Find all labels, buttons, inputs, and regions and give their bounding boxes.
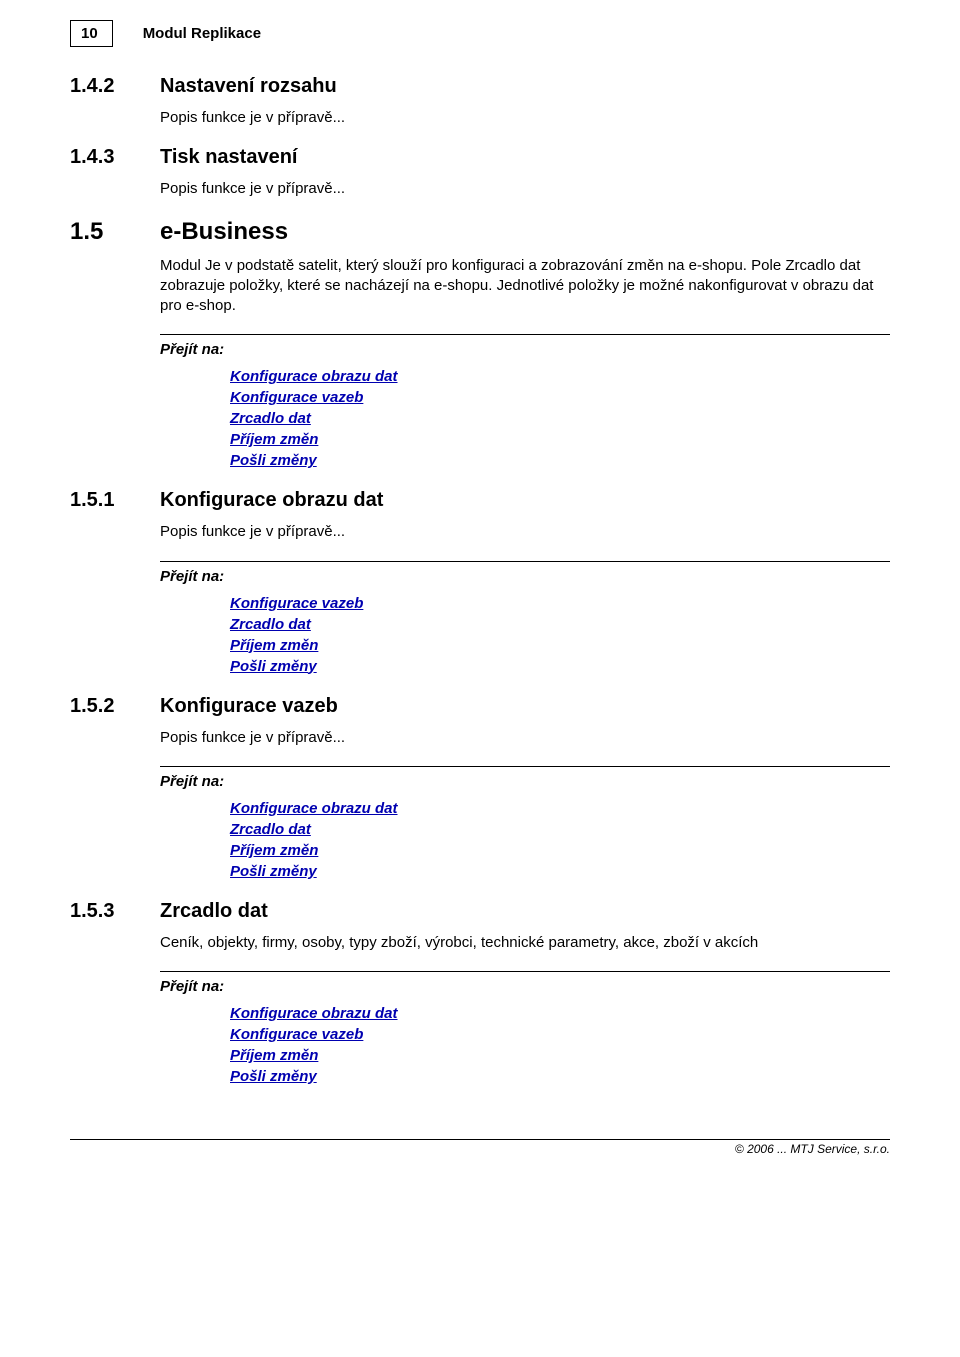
goto-link[interactable]: Konfigurace vazeb <box>230 1024 890 1045</box>
divider <box>160 766 890 767</box>
goto-link[interactable]: Pošli změny <box>230 861 890 882</box>
goto-link[interactable]: Pošli změny <box>230 1066 890 1087</box>
section-heading: 1.5.3Zrcadlo dat <box>70 900 890 923</box>
section-title: Tisk nastavení <box>160 146 297 169</box>
divider <box>160 561 890 562</box>
section-number: 1.5.3 <box>70 900 160 923</box>
goto-link[interactable]: Příjem změn <box>230 429 890 450</box>
page-header: 10 Modul Replikace <box>70 20 890 47</box>
goto-link[interactable]: Konfigurace vazeb <box>230 387 890 408</box>
divider <box>160 334 890 335</box>
divider <box>160 971 890 972</box>
section-body: Popis funkce je v přípravě... <box>160 522 890 542</box>
section-number: 1.5.2 <box>70 695 160 718</box>
goto-link[interactable]: Konfigurace obrazu dat <box>230 798 890 819</box>
section-title: e-Business <box>160 218 288 246</box>
goto-link[interactable]: Zrcadlo dat <box>230 614 890 635</box>
goto-link[interactable]: Konfigurace vazeb <box>230 593 890 614</box>
section-title: Konfigurace vazeb <box>160 695 338 718</box>
goto-label: Přejít na: <box>160 978 890 995</box>
goto-link[interactable]: Pošli změny <box>230 656 890 677</box>
page-number: 10 <box>70 20 113 47</box>
section-heading: 1.5.1Konfigurace obrazu dat <box>70 489 890 512</box>
goto-link[interactable]: Příjem změn <box>230 1045 890 1066</box>
section-body: Popis funkce je v přípravě... <box>160 108 890 128</box>
goto-link-list: Konfigurace obrazu datKonfigurace vazebZ… <box>230 366 890 471</box>
section-title: Nastavení rozsahu <box>160 75 337 98</box>
page-header-title: Modul Replikace <box>143 25 261 42</box>
section-number: 1.4.2 <box>70 75 160 98</box>
goto-link[interactable]: Konfigurace obrazu dat <box>230 366 890 387</box>
goto-link[interactable]: Příjem změn <box>230 840 890 861</box>
section-body: Popis funkce je v přípravě... <box>160 728 890 748</box>
goto-label: Přejít na: <box>160 341 890 358</box>
goto-label: Přejít na: <box>160 568 890 585</box>
page-footer: © 2006 ... MTJ Service, s.r.o. <box>70 1139 890 1156</box>
section-number: 1.4.3 <box>70 146 160 169</box>
goto-link[interactable]: Pošli změny <box>230 450 890 471</box>
goto-link-list: Konfigurace obrazu datZrcadlo datPříjem … <box>230 798 890 882</box>
section-body: Ceník, objekty, firmy, osoby, typy zboží… <box>160 933 890 953</box>
document-page: 10 Modul Replikace 1.4.2Nastavení rozsah… <box>0 0 960 1115</box>
goto-link-list: Konfigurace obrazu datKonfigurace vazebP… <box>230 1003 890 1087</box>
section-heading: 1.5e-Business <box>70 218 890 246</box>
goto-link-list: Konfigurace vazebZrcadlo datPříjem změnP… <box>230 593 890 677</box>
section-number: 1.5.1 <box>70 489 160 512</box>
goto-link[interactable]: Příjem změn <box>230 635 890 656</box>
sections-container: 1.4.2Nastavení rozsahu Popis funkce je v … <box>70 75 890 1087</box>
section-body: Modul Je v podstatě satelit, který slouž… <box>160 256 890 317</box>
section-heading: 1.4.3Tisk nastavení <box>70 146 890 169</box>
section-number: 1.5 <box>70 218 160 246</box>
goto-link[interactable]: Zrcadlo dat <box>230 408 890 429</box>
goto-link[interactable]: Konfigurace obrazu dat <box>230 1003 890 1024</box>
section-heading: 1.4.2Nastavení rozsahu <box>70 75 890 98</box>
section-heading: 1.5.2Konfigurace vazeb <box>70 695 890 718</box>
section-title: Zrcadlo dat <box>160 900 268 923</box>
goto-link[interactable]: Zrcadlo dat <box>230 819 890 840</box>
section-body: Popis funkce je v přípravě... <box>160 179 890 199</box>
goto-label: Přejít na: <box>160 773 890 790</box>
section-title: Konfigurace obrazu dat <box>160 489 383 512</box>
